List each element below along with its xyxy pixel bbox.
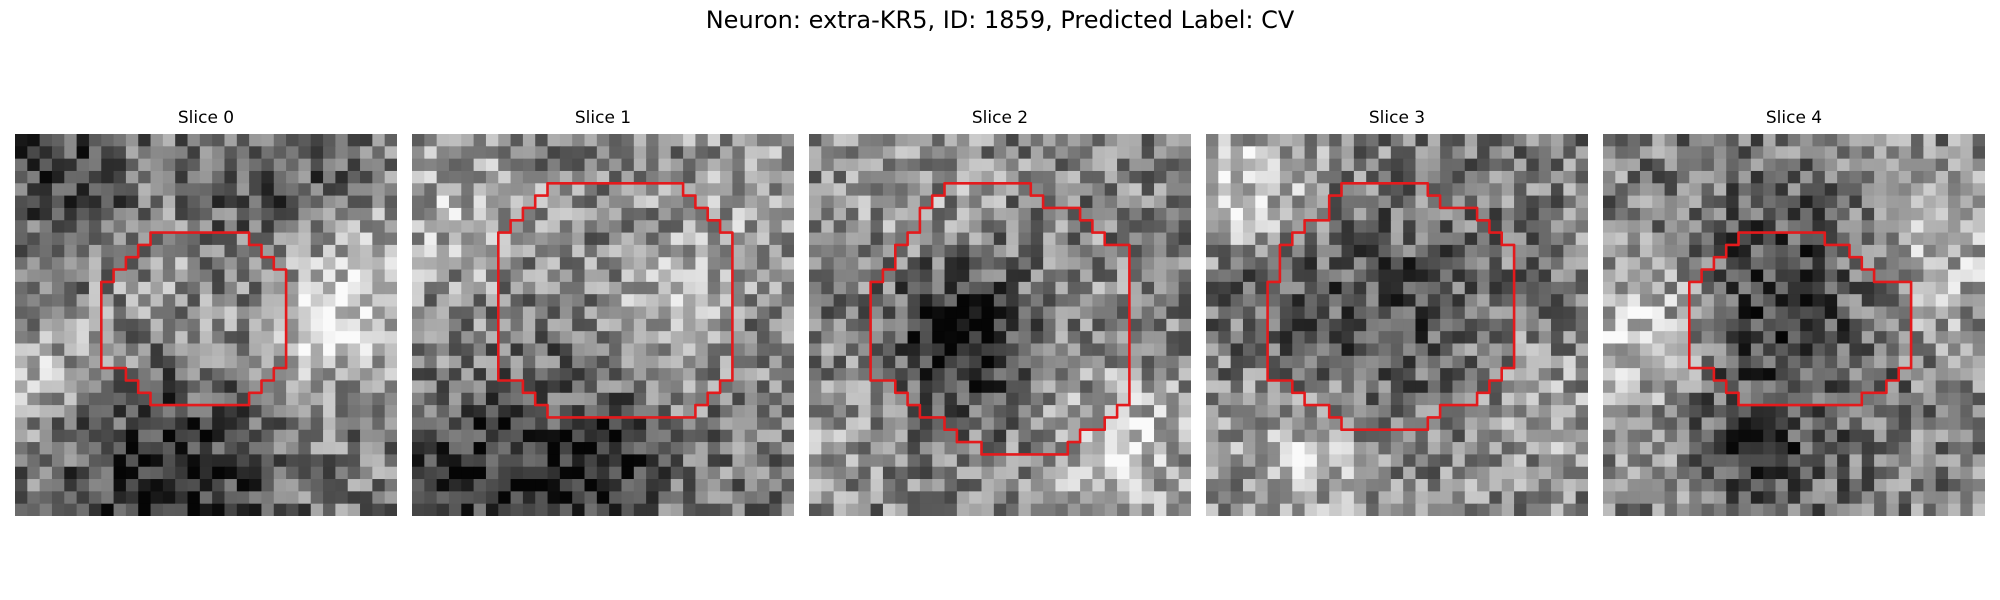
- figure-title: Neuron: extra-KR5, ID: 1859, Predicted L…: [705, 6, 1295, 34]
- slice-image-0: [15, 134, 397, 516]
- slice-title: Slice 2: [971, 108, 1029, 128]
- slice-panel-0: Slice 0: [15, 0, 397, 600]
- slice-pixels: [1603, 134, 1985, 516]
- roi-contour: [1688, 231, 1913, 407]
- slice-panel-1: Slice 1: [412, 0, 794, 600]
- slice-image-1: [412, 134, 794, 516]
- slice-image-4: [1603, 134, 1985, 516]
- roi-contour: [100, 231, 288, 407]
- slice-panel-2: Slice 2: [809, 0, 1191, 600]
- slice-pixels: [809, 134, 1191, 516]
- slice-image-2: [809, 134, 1191, 516]
- slice-pixels: [1206, 134, 1588, 516]
- slice-image-3: [1206, 134, 1588, 516]
- slice-panel-4: Slice 4: [1603, 0, 1985, 600]
- slice-panel-3: Slice 3: [1206, 0, 1588, 600]
- roi-contour: [1266, 181, 1516, 432]
- slice-title: Slice 4: [1765, 108, 1823, 128]
- slice-pixels: [15, 134, 397, 516]
- slice-title: Slice 3: [1368, 108, 1426, 128]
- slice-pixels: [412, 134, 794, 516]
- roi-contour: [869, 181, 1131, 456]
- slice-title: Slice 1: [574, 108, 632, 128]
- slice-title: Slice 0: [177, 108, 235, 128]
- roi-contour: [497, 181, 734, 419]
